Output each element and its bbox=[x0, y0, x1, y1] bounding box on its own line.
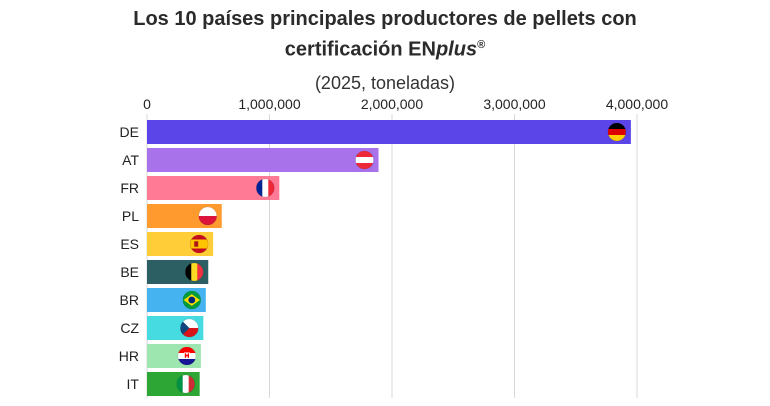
bar-de bbox=[147, 120, 631, 144]
chart-title-line2-text: certificación EN bbox=[284, 38, 436, 61]
registered-mark: ® bbox=[477, 39, 486, 51]
category-label: IT bbox=[127, 376, 140, 392]
category-label: HR bbox=[119, 348, 139, 364]
category-label: CZ bbox=[120, 320, 139, 336]
x-tick-label: 0 bbox=[143, 96, 151, 112]
chart-title-line2: certificación ENplus® bbox=[0, 32, 770, 63]
austria-flag-icon bbox=[355, 150, 374, 170]
category-label: BR bbox=[120, 292, 139, 308]
chart-title-line1: Los 10 países principales productores de… bbox=[133, 8, 637, 30]
x-tick-label: 1,000,000 bbox=[238, 96, 300, 112]
category-label: FR bbox=[120, 180, 139, 196]
category-label: AT bbox=[122, 152, 139, 168]
x-tick-label: 2,000,000 bbox=[361, 96, 423, 112]
category-label: PL bbox=[122, 208, 139, 224]
france-flag-icon bbox=[255, 178, 275, 198]
brazil-flag-icon bbox=[182, 290, 202, 310]
spain-flag-icon bbox=[189, 234, 209, 254]
bar-at bbox=[147, 148, 379, 172]
x-tick-label: 3,000,000 bbox=[483, 96, 545, 112]
chart-title: Los 10 países principales productores de… bbox=[0, 6, 770, 63]
x-tick-label: 4,000,000 bbox=[606, 96, 668, 112]
italy-flag-icon bbox=[176, 374, 195, 394]
chart-title-brand: plus bbox=[435, 38, 478, 61]
category-label: DE bbox=[120, 124, 139, 140]
croatia-flag-icon bbox=[177, 346, 197, 366]
poland-flag-icon bbox=[198, 206, 218, 226]
czechia-flag-icon bbox=[180, 318, 199, 338]
germany-flag-icon bbox=[607, 122, 627, 142]
chart-title-block: Los 10 países principales productores de… bbox=[0, 6, 770, 95]
belgium-flag-icon bbox=[184, 262, 204, 282]
category-label: BE bbox=[120, 264, 139, 280]
category-label: ES bbox=[120, 236, 139, 252]
chart-subtitle: (2025, toneladas) bbox=[314, 72, 456, 93]
